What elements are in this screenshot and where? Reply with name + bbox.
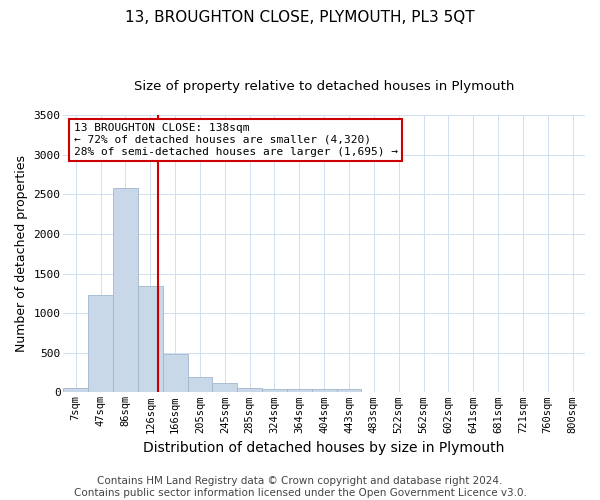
Bar (113, 188, 138, 392)
Bar (212, 383, 237, 392)
Bar (188, 376, 212, 392)
Bar (262, 389, 287, 392)
Bar (287, 389, 312, 392)
Bar (312, 389, 337, 392)
Bar (64, 388, 88, 392)
Title: Size of property relative to detached houses in Plymouth: Size of property relative to detached ho… (134, 80, 514, 93)
Text: 13 BROUGHTON CLOSE: 138sqm
← 72% of detached houses are smaller (4,320)
28% of s: 13 BROUGHTON CLOSE: 138sqm ← 72% of deta… (74, 124, 398, 156)
Bar (237, 388, 262, 392)
Text: Contains HM Land Registry data © Crown copyright and database right 2024.
Contai: Contains HM Land Registry data © Crown c… (74, 476, 526, 498)
X-axis label: Distribution of detached houses by size in Plymouth: Distribution of detached houses by size … (143, 441, 505, 455)
Bar (138, 286, 163, 393)
Bar (88, 295, 113, 392)
Y-axis label: Number of detached properties: Number of detached properties (15, 155, 28, 352)
Bar (337, 389, 361, 392)
Text: 13, BROUGHTON CLOSE, PLYMOUTH, PL3 5QT: 13, BROUGHTON CLOSE, PLYMOUTH, PL3 5QT (125, 10, 475, 25)
Bar (163, 354, 188, 393)
